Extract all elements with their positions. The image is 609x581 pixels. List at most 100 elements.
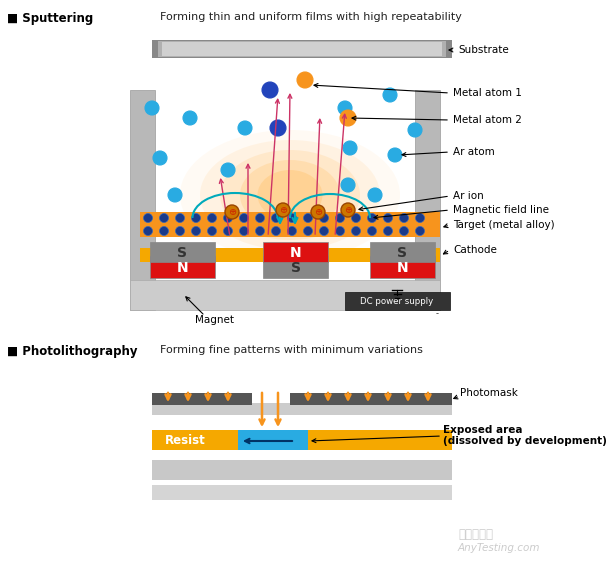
Circle shape bbox=[384, 227, 392, 235]
Circle shape bbox=[208, 227, 217, 235]
Circle shape bbox=[225, 205, 239, 219]
Text: Metal atom 1: Metal atom 1 bbox=[453, 88, 522, 98]
Bar bbox=[152, 40, 452, 58]
Text: Magnetic field line: Magnetic field line bbox=[453, 205, 549, 215]
Circle shape bbox=[303, 227, 312, 235]
Bar bbox=[370, 256, 435, 278]
Text: N: N bbox=[396, 261, 408, 275]
Circle shape bbox=[144, 213, 152, 223]
Text: S: S bbox=[398, 246, 407, 260]
Bar bbox=[152, 393, 252, 405]
Bar bbox=[162, 42, 442, 56]
Bar bbox=[263, 256, 328, 278]
Circle shape bbox=[343, 141, 357, 155]
Text: Metal atom 2: Metal atom 2 bbox=[453, 115, 522, 125]
Circle shape bbox=[320, 213, 328, 223]
Bar bbox=[130, 280, 440, 310]
Circle shape bbox=[224, 213, 233, 223]
Circle shape bbox=[340, 110, 356, 126]
Text: (dissolved by development): (dissolved by development) bbox=[443, 436, 607, 446]
Circle shape bbox=[297, 72, 313, 88]
Bar bbox=[152, 403, 452, 415]
Text: ⊕: ⊕ bbox=[279, 205, 287, 215]
Circle shape bbox=[168, 188, 182, 202]
Circle shape bbox=[145, 101, 159, 115]
Circle shape bbox=[191, 213, 200, 223]
Circle shape bbox=[320, 227, 328, 235]
Circle shape bbox=[160, 213, 169, 223]
Circle shape bbox=[408, 123, 422, 137]
Circle shape bbox=[336, 227, 345, 235]
Bar bbox=[140, 248, 440, 262]
Circle shape bbox=[144, 227, 152, 235]
Circle shape bbox=[351, 227, 361, 235]
Text: ⊕: ⊕ bbox=[314, 207, 322, 217]
Text: AnyTesting.com: AnyTesting.com bbox=[458, 543, 541, 553]
Circle shape bbox=[341, 178, 355, 192]
Circle shape bbox=[400, 213, 409, 223]
Bar bbox=[415, 90, 440, 310]
Circle shape bbox=[272, 213, 281, 223]
Ellipse shape bbox=[180, 130, 400, 260]
Text: -: - bbox=[435, 310, 438, 318]
Circle shape bbox=[272, 227, 281, 235]
Circle shape bbox=[221, 163, 235, 177]
Bar bbox=[152, 430, 452, 450]
Circle shape bbox=[367, 227, 376, 235]
Text: Cathode: Cathode bbox=[453, 245, 497, 255]
Bar bbox=[345, 292, 450, 310]
Bar bbox=[152, 485, 452, 500]
Text: +: + bbox=[393, 290, 401, 299]
Text: Substrate: Substrate bbox=[458, 45, 509, 55]
Circle shape bbox=[287, 227, 297, 235]
Circle shape bbox=[388, 148, 402, 162]
Text: ⊕: ⊕ bbox=[228, 207, 236, 217]
Circle shape bbox=[415, 213, 424, 223]
Text: Target (metal alloy): Target (metal alloy) bbox=[453, 220, 555, 230]
Circle shape bbox=[183, 111, 197, 125]
Text: Ar ion: Ar ion bbox=[453, 191, 484, 201]
Circle shape bbox=[368, 188, 382, 202]
Bar bbox=[140, 212, 440, 237]
Circle shape bbox=[303, 213, 312, 223]
Text: Ar atom: Ar atom bbox=[453, 147, 495, 157]
Circle shape bbox=[238, 121, 252, 135]
Circle shape bbox=[338, 101, 352, 115]
Text: Magnet: Magnet bbox=[195, 315, 234, 325]
Bar bbox=[152, 462, 452, 470]
Circle shape bbox=[175, 213, 185, 223]
Text: 嘉峨检测网: 嘉峨检测网 bbox=[458, 529, 493, 541]
Ellipse shape bbox=[220, 150, 360, 240]
Text: S: S bbox=[177, 246, 188, 260]
Circle shape bbox=[336, 213, 345, 223]
Bar bbox=[152, 460, 452, 480]
Text: Forming fine patterns with minimum variations: Forming fine patterns with minimum varia… bbox=[160, 345, 423, 355]
Ellipse shape bbox=[258, 170, 323, 220]
Circle shape bbox=[287, 213, 297, 223]
Text: DC power supply: DC power supply bbox=[361, 297, 434, 307]
Bar bbox=[130, 90, 155, 310]
Bar bbox=[150, 242, 215, 262]
Circle shape bbox=[367, 213, 376, 223]
Circle shape bbox=[239, 227, 248, 235]
Text: Resist: Resist bbox=[164, 435, 205, 447]
Circle shape bbox=[256, 213, 264, 223]
Circle shape bbox=[351, 213, 361, 223]
Circle shape bbox=[383, 88, 397, 102]
Circle shape bbox=[208, 213, 217, 223]
Text: ■ Photolithography: ■ Photolithography bbox=[7, 345, 138, 358]
Circle shape bbox=[160, 227, 169, 235]
Bar bbox=[158, 41, 446, 57]
Circle shape bbox=[341, 203, 355, 217]
Circle shape bbox=[400, 227, 409, 235]
Text: Forming thin and uniform films with high repeatability: Forming thin and uniform films with high… bbox=[160, 12, 462, 22]
Circle shape bbox=[224, 227, 233, 235]
Ellipse shape bbox=[240, 160, 340, 230]
Text: N: N bbox=[290, 246, 301, 260]
Text: ■ Sputtering: ■ Sputtering bbox=[7, 12, 93, 25]
Text: S: S bbox=[290, 261, 300, 275]
Circle shape bbox=[175, 227, 185, 235]
Text: Photomask: Photomask bbox=[460, 388, 518, 398]
Bar bbox=[150, 256, 215, 278]
Circle shape bbox=[239, 213, 248, 223]
